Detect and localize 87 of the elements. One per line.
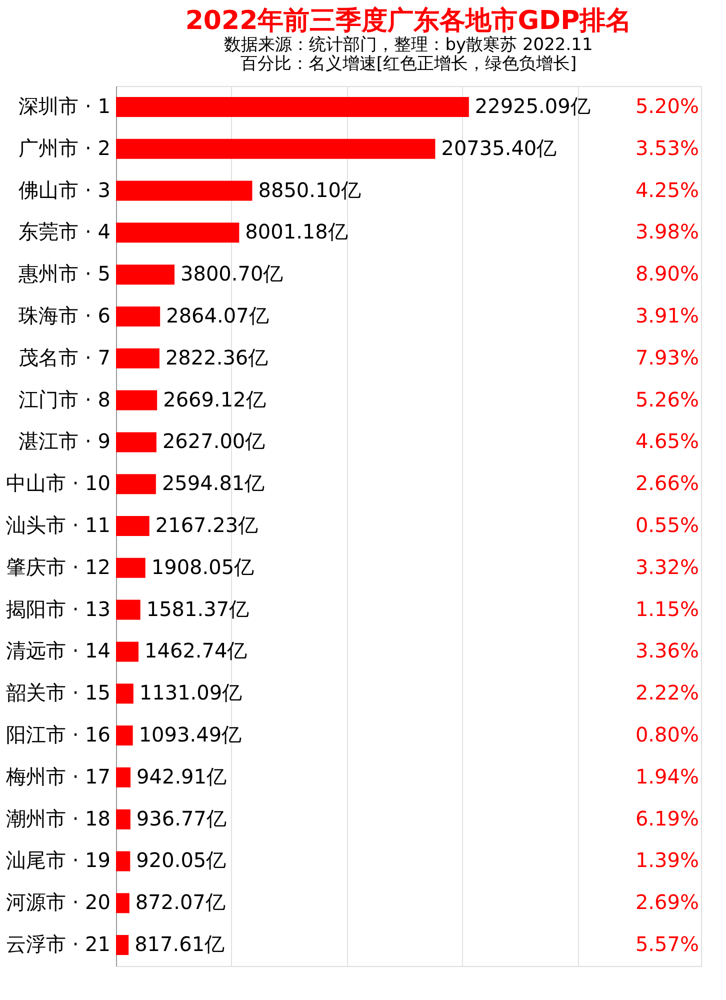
y-tick-label: 潮州市 · 18 bbox=[6, 806, 110, 830]
annotation: 4.25% bbox=[635, 178, 699, 202]
annotation: 2.66% bbox=[635, 471, 699, 496]
y-tick-label: 珠海市 · 6 bbox=[18, 303, 110, 328]
data-label: 1581.37亿 bbox=[146, 596, 250, 621]
y-tick-label: 广州市 · 2 bbox=[18, 136, 110, 160]
data-label: 22925.09亿 bbox=[474, 94, 590, 118]
annotation: 3.36% bbox=[635, 638, 699, 663]
bar bbox=[116, 390, 158, 410]
data-label: 1462.74亿 bbox=[144, 638, 248, 663]
y-tick-label: 河源市 · 20 bbox=[6, 890, 110, 914]
chart-title: 2022年前三季度广东各地市GDP排名 bbox=[185, 6, 632, 36]
bar bbox=[116, 935, 129, 956]
annotation: 0.55% bbox=[635, 513, 699, 537]
data-label: 3800.70亿 bbox=[180, 262, 284, 286]
bar bbox=[116, 138, 436, 159]
bar bbox=[116, 851, 130, 872]
data-label: 2822.36亿 bbox=[165, 345, 268, 370]
y-tick-label: 云浮市 · 21 bbox=[6, 932, 110, 956]
y-tick-label: 深圳市 · 1 bbox=[18, 94, 110, 118]
bar bbox=[116, 893, 130, 914]
data-label: 8850.10亿 bbox=[258, 178, 361, 202]
bar bbox=[116, 642, 139, 662]
annotation: 1.94% bbox=[635, 764, 699, 788]
data-label: 872.07亿 bbox=[135, 890, 226, 914]
y-tick-label: 东莞市 · 4 bbox=[18, 220, 110, 244]
y-tick-label: 汕尾市 · 19 bbox=[6, 848, 110, 872]
data-label: 1093.49亿 bbox=[138, 722, 242, 747]
data-label: 2167.23亿 bbox=[155, 513, 258, 537]
y-tick-label: 湛江市 · 9 bbox=[18, 429, 110, 454]
annotation: 2.22% bbox=[635, 680, 699, 705]
annotation: 3.91% bbox=[635, 303, 699, 328]
bar bbox=[116, 684, 134, 704]
annotation: 5.20% bbox=[635, 94, 699, 118]
bar bbox=[116, 180, 252, 201]
annotation: 3.53% bbox=[635, 136, 699, 160]
annotation: 2.69% bbox=[635, 890, 699, 914]
y-tick-label: 肇庆市 · 12 bbox=[6, 554, 110, 579]
y-tick-label: 韶关市 · 15 bbox=[6, 680, 110, 705]
data-label: 8001.18亿 bbox=[245, 220, 348, 244]
bar bbox=[116, 432, 156, 452]
data-label: 920.05亿 bbox=[136, 848, 226, 872]
bar bbox=[116, 306, 160, 326]
y-tick-label: 清远市 · 14 bbox=[6, 638, 110, 663]
data-label: 2627.00亿 bbox=[162, 429, 266, 454]
bar bbox=[116, 516, 150, 536]
y-tick-label: 中山市 · 10 bbox=[6, 471, 110, 496]
bar bbox=[116, 809, 130, 830]
data-label: 817.61亿 bbox=[134, 932, 225, 956]
y-tick-label: 汕头市 · 11 bbox=[6, 513, 110, 537]
y-tick-label: 茂名市 · 7 bbox=[18, 345, 110, 370]
data-label: 2594.81亿 bbox=[162, 471, 265, 496]
data-label: 20735.40亿 bbox=[441, 136, 557, 160]
bar bbox=[116, 264, 175, 285]
annotation: 8.90% bbox=[635, 262, 699, 286]
data-label: 2864.07亿 bbox=[166, 303, 269, 328]
data-label: 1908.05亿 bbox=[151, 554, 254, 579]
annotation: 7.93% bbox=[635, 345, 699, 370]
bar bbox=[116, 558, 146, 578]
annotation: 5.26% bbox=[635, 387, 699, 412]
data-label: 942.91亿 bbox=[136, 764, 226, 788]
annotation: 6.19% bbox=[635, 806, 699, 830]
bar bbox=[116, 222, 240, 243]
text: 百分比：名义增速[红色正增长，绿色负增长] bbox=[240, 54, 577, 74]
annotation: 1.39% bbox=[635, 848, 699, 872]
annotation: 1.15% bbox=[635, 596, 699, 621]
y-tick-label: 江门市 · 8 bbox=[18, 387, 110, 412]
text: 数据来源：统计部门，整理：by散寒苏 2022.11 bbox=[224, 35, 593, 55]
y-tick-label: 阳江市 · 16 bbox=[6, 722, 110, 747]
y-tick-label: 揭阳市 · 13 bbox=[6, 596, 110, 621]
bar bbox=[116, 726, 133, 746]
annotation: 0.80% bbox=[635, 722, 699, 747]
annotation: 5.57% bbox=[635, 932, 699, 956]
data-label: 2669.12亿 bbox=[163, 387, 266, 412]
annotation: 4.65% bbox=[635, 429, 699, 454]
data-label: 936.77亿 bbox=[136, 806, 226, 830]
annotation: 3.98% bbox=[635, 220, 699, 244]
bar bbox=[116, 474, 156, 494]
bar bbox=[116, 348, 160, 368]
y-tick-label: 惠州市 · 5 bbox=[18, 262, 110, 286]
data-label: 1131.09亿 bbox=[139, 680, 242, 705]
annotation: 3.32% bbox=[635, 554, 699, 579]
bar bbox=[116, 600, 140, 620]
bar bbox=[116, 96, 469, 117]
y-tick-label: 佛山市 · 3 bbox=[18, 178, 110, 202]
bar bbox=[116, 767, 131, 788]
y-tick-label: 梅州市 · 17 bbox=[4, 764, 110, 788]
